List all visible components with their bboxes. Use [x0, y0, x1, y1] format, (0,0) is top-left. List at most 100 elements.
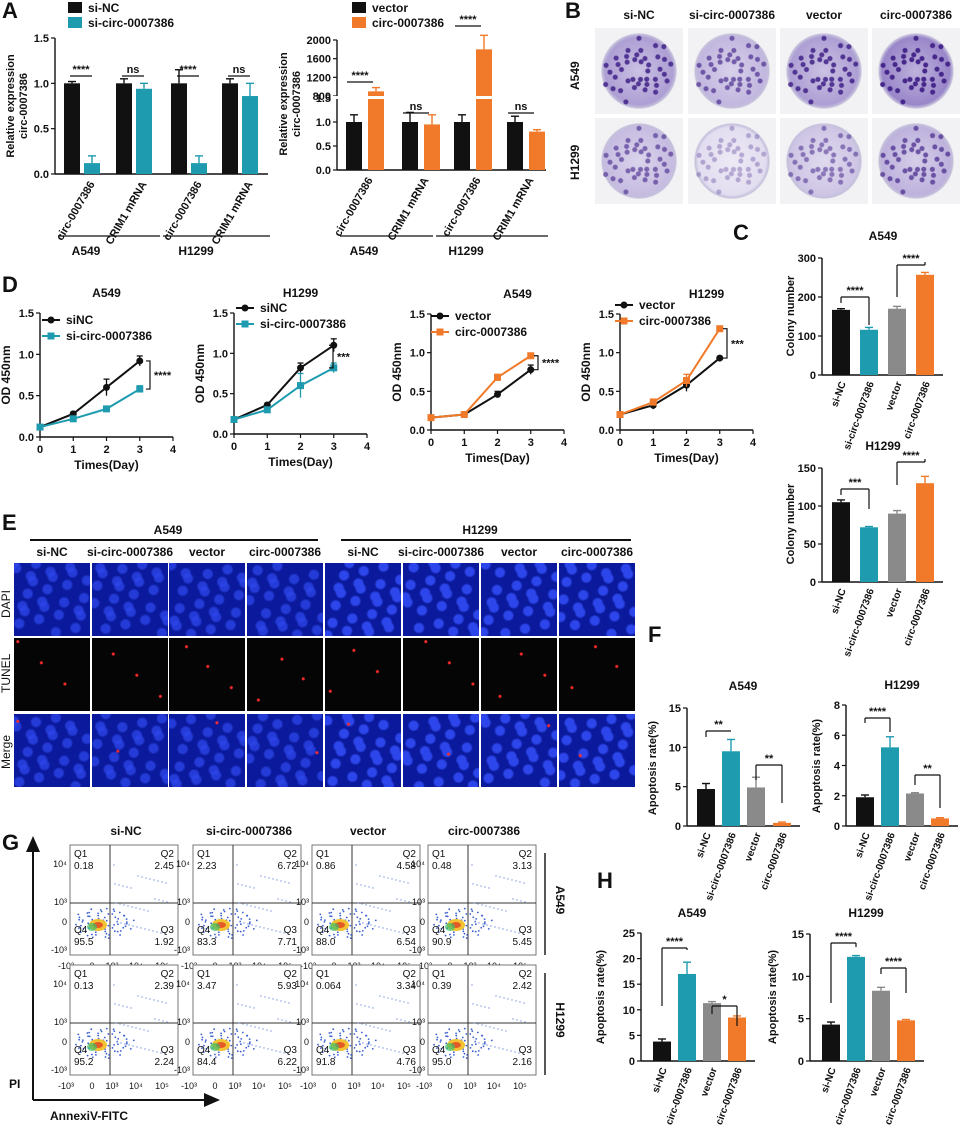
- flow-dot: [457, 922, 459, 924]
- flow-quadrant-value: 0.48: [432, 861, 452, 872]
- tunel-image: [481, 563, 557, 636]
- flow-dot: [360, 884, 362, 886]
- flow-dot: [126, 1006, 128, 1008]
- d-h1299-oe-legend-marker: [620, 301, 628, 309]
- flow-dot: [400, 899, 402, 901]
- h-a549-y-tick-label: 10: [623, 1005, 635, 1017]
- a-left-legend-label: si-circ-0007386: [88, 16, 174, 30]
- flow-dot: [449, 1056, 452, 1059]
- flow-dot: [235, 1028, 238, 1031]
- flow-dot: [90, 908, 93, 911]
- flow-dot: [383, 876, 385, 878]
- flow-dot: [346, 1050, 349, 1053]
- flow-dot: [389, 910, 391, 912]
- flow-quadrant-label: Q1: [197, 969, 211, 980]
- flow-dot: [520, 1020, 522, 1022]
- flow-dot: [449, 1038, 452, 1041]
- flow-dot: [248, 1042, 251, 1045]
- flow-dot: [156, 931, 158, 933]
- flow-dot: [463, 919, 466, 922]
- flow-dot: [442, 930, 445, 933]
- d-a549-si-point: [103, 383, 110, 391]
- flow-dot: [91, 1053, 93, 1056]
- flow-dot: [446, 1035, 449, 1038]
- flow-dot: [339, 912, 341, 915]
- flow-quadrant-label: Q4: [197, 1045, 211, 1056]
- flow-density-core: [89, 919, 107, 931]
- flow-dot: [211, 915, 214, 918]
- f-a549-bar: [747, 787, 765, 826]
- flow-dot: [367, 1042, 370, 1045]
- flow-density-core: [335, 1042, 345, 1048]
- flow-dot: [433, 923, 435, 926]
- flow-dot: [207, 930, 210, 933]
- flow-density-core: [451, 1042, 461, 1048]
- flow-dot: [285, 900, 287, 902]
- flow-quadrant-value: 88.0: [316, 937, 336, 948]
- flow-dot: [160, 1052, 162, 1054]
- d-h1299-si-y-tick-label: 0.0: [213, 429, 228, 441]
- flow-dot: [242, 1023, 244, 1025]
- flow-dot: [408, 1021, 410, 1023]
- flow-dot: [320, 1047, 322, 1049]
- a-right-bar: [529, 131, 545, 170]
- flow-dot: [115, 902, 117, 904]
- flow-y-tick-label: 10⁴: [411, 979, 425, 989]
- flow-x-tick-label: 10³: [228, 1081, 241, 1091]
- flow-dot: [135, 907, 137, 909]
- d-h1299-si-point: [263, 401, 271, 409]
- flow-dot: [367, 918, 370, 920]
- flow-dot: [488, 1007, 490, 1009]
- c-a549-x-tick-label: si-NC: [830, 380, 849, 408]
- flow-dot: [471, 924, 473, 926]
- c-a549-y-tick-label: 300: [798, 253, 816, 265]
- flow-dot: [484, 1006, 486, 1008]
- d-h1299-oe-point: [616, 411, 624, 419]
- flow-dot: [406, 933, 408, 935]
- a-right-group-label: H1299: [448, 244, 484, 258]
- flow-dot: [341, 1029, 344, 1031]
- flow-dot: [242, 1054, 245, 1056]
- flow-dot: [123, 904, 125, 906]
- flow-dot: [478, 922, 480, 924]
- flow-dot: [218, 1054, 220, 1056]
- flow-dot: [456, 926, 459, 929]
- flow-dot: [372, 887, 374, 889]
- flow-dot: [353, 927, 356, 929]
- flow-dot: [201, 1036, 204, 1039]
- flow-dot: [481, 914, 484, 917]
- flow-dot: [342, 1030, 345, 1033]
- flow-dot: [374, 1045, 376, 1047]
- d-a549-oe-legend-marker: [436, 328, 444, 336]
- flow-dot: [242, 1050, 245, 1052]
- flow-dot: [486, 924, 488, 926]
- flow-dot: [512, 1018, 514, 1020]
- flow-dot: [483, 918, 486, 920]
- flow-dot: [75, 923, 77, 926]
- h-a549-x-tick-label: si-NC: [651, 1066, 670, 1094]
- flow-x-tick-label: 10⁴: [487, 961, 501, 971]
- flow-dot: [272, 878, 274, 880]
- tunel-image: [559, 714, 635, 787]
- flow-dot: [354, 908, 357, 911]
- flow-dot: [210, 922, 213, 925]
- flow-dot: [438, 1044, 440, 1047]
- flow-density-core: [447, 919, 465, 931]
- flow-dot: [438, 924, 440, 927]
- d-a549-oe-series-line: [430, 354, 532, 419]
- flow-dot: [333, 936, 336, 939]
- flow-dot: [330, 1035, 333, 1038]
- a-left-bar: [222, 83, 238, 174]
- a-right-axis-break: [331, 96, 541, 99]
- flow-dot: [88, 1035, 91, 1038]
- flow-quadrant-label: Q3: [161, 925, 175, 936]
- flow-dot: [237, 1003, 239, 1005]
- flow-dot: [280, 880, 282, 882]
- flow-dot: [353, 1047, 356, 1049]
- flow-dot: [337, 924, 339, 927]
- flow-dot: [91, 933, 93, 936]
- flow-dot: [353, 1033, 356, 1035]
- flow-dot: [339, 914, 342, 917]
- flow-dot: [364, 1005, 366, 1007]
- flow-dot: [471, 864, 473, 866]
